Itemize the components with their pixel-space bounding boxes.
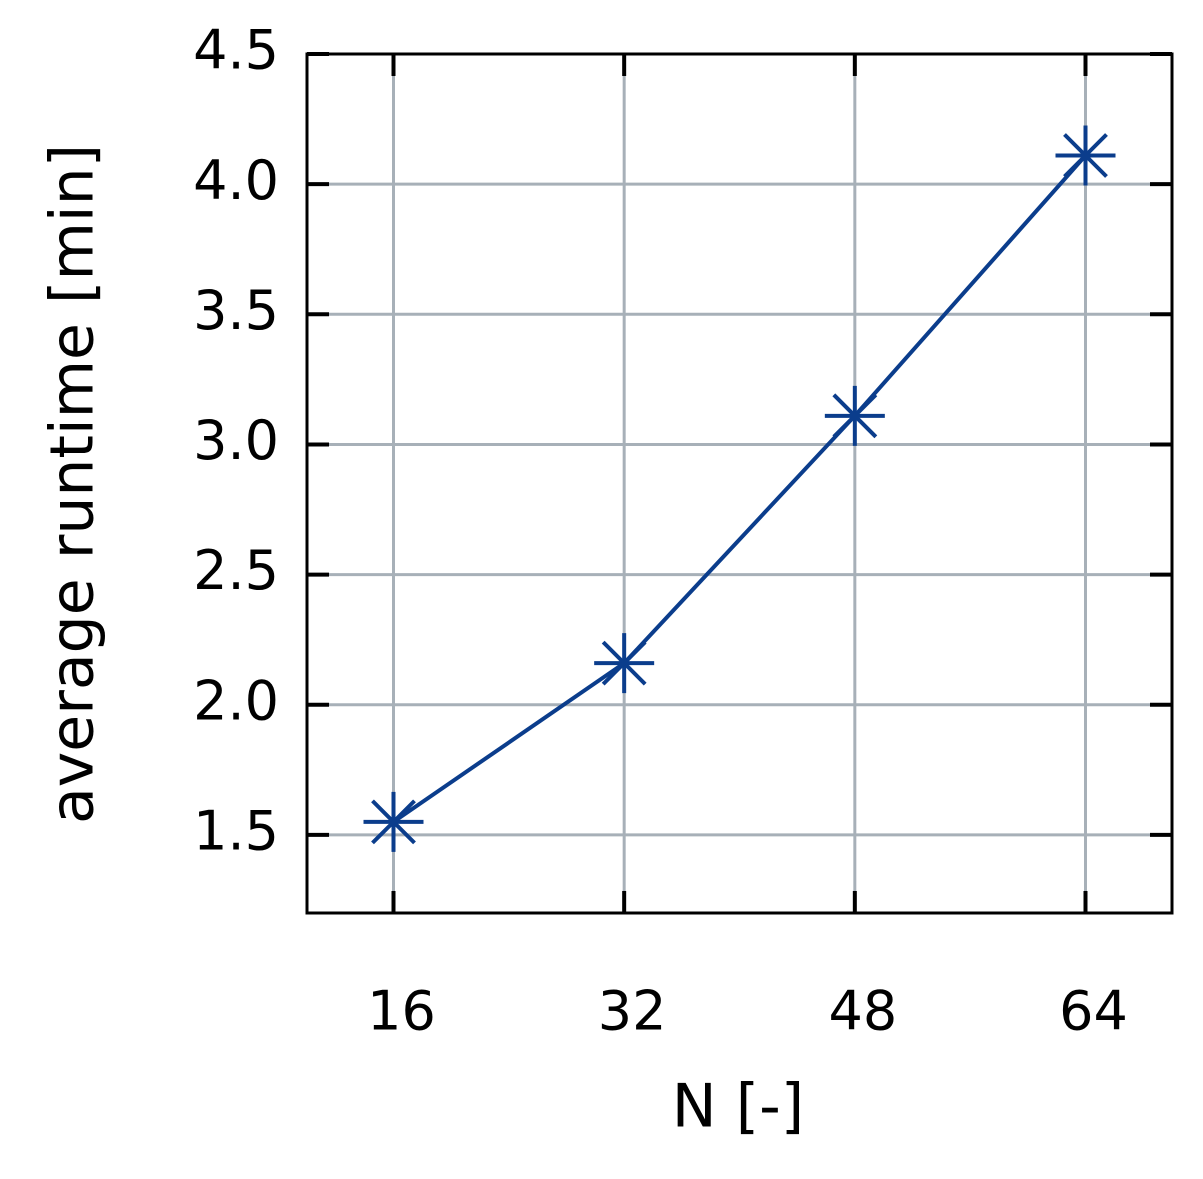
marker — [363, 791, 424, 852]
marker-stroke — [371, 799, 416, 845]
x-tick-label: 64 — [1059, 980, 1128, 1043]
line — [392, 154, 1087, 824]
y-tick-label: 2.0 — [193, 669, 279, 732]
y-tick-label: 3.0 — [193, 409, 279, 472]
y-tick-label: 4.0 — [193, 149, 279, 212]
marker-stroke — [1063, 133, 1108, 178]
x-tick-label: 16 — [367, 980, 436, 1043]
x-tick-label: 48 — [828, 980, 897, 1043]
y-axis-label: average runtime [min] — [38, 144, 108, 824]
marker-stroke — [601, 640, 647, 686]
y-tick-label: 2.5 — [193, 539, 279, 602]
y-tick-label: 1.5 — [193, 800, 279, 863]
y-tick-label: 3.5 — [193, 279, 279, 342]
marker — [1055, 125, 1116, 186]
marker — [594, 633, 655, 694]
plot-frame — [305, 52, 1174, 915]
marker — [824, 385, 885, 446]
y-tick-label: 4.5 — [193, 19, 279, 82]
x-axis-label: N [-] — [672, 1072, 804, 1142]
marker-stroke — [832, 393, 878, 439]
x-tick-label: 32 — [598, 980, 667, 1043]
